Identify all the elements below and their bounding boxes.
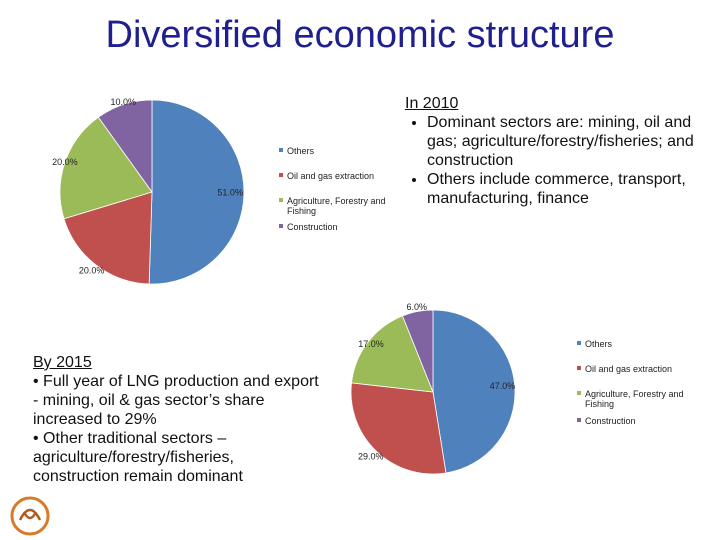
legend-label: Construction xyxy=(287,222,338,232)
legend-label: Agriculture, Forestry and Fishing xyxy=(585,389,684,409)
line: • Full year of LNG production and export… xyxy=(33,373,319,428)
heading: By 2015 xyxy=(33,354,92,371)
legend-label: Oil and gas extraction xyxy=(287,171,375,181)
slide-title: Diversified economic structure xyxy=(105,14,615,56)
legend-label: Others xyxy=(287,146,315,156)
legend-item: Construction xyxy=(577,416,693,426)
legend-item: Oil and gas extraction xyxy=(279,171,395,181)
legend-label: Construction xyxy=(585,416,636,426)
logo xyxy=(10,496,50,536)
pie-slice xyxy=(63,191,153,285)
legend-item: Agriculture, Forestry and Fishing xyxy=(577,389,693,409)
legend-swatch xyxy=(279,224,283,228)
pie-slice xyxy=(402,309,434,393)
legend-swatch xyxy=(279,173,283,177)
line: • Other traditional sectors – agricultur… xyxy=(33,430,243,485)
text-2010: In 2010 Dominant sectors are: mining, oi… xyxy=(405,94,720,208)
bullet: Dominant sectors are: mining, oil and ga… xyxy=(427,113,720,170)
pie-slice xyxy=(59,116,153,220)
legend-item: Agriculture, Forestry and Fishing xyxy=(279,196,395,216)
legend-label: Agriculture, Forestry and Fishing xyxy=(287,196,386,216)
slice-label: 17.0% xyxy=(358,339,384,349)
legend-item: Construction xyxy=(279,222,395,232)
bullet-list: Dominant sectors are: mining, oil and ga… xyxy=(405,113,720,208)
legend-swatch xyxy=(577,418,581,422)
legend-swatch xyxy=(577,391,581,395)
legend-swatch xyxy=(279,198,283,202)
slice-label: 47.0% xyxy=(490,381,516,391)
legend-item: Others xyxy=(279,146,395,156)
slice-label: 51.0% xyxy=(217,188,243,198)
pie-slice xyxy=(148,99,245,285)
legend-item: Oil and gas extraction xyxy=(577,364,693,374)
slice-label: 20.0% xyxy=(79,265,105,275)
text-2015: By 2015 • Full year of LNG production an… xyxy=(33,353,323,486)
pie: 51.0% 20.0% 20.0% 10.0% xyxy=(52,97,245,285)
pie-slice xyxy=(97,99,153,194)
pie-slice xyxy=(432,309,516,474)
pie: 47.0% 29.0% 17.0% 6.0% xyxy=(350,302,516,475)
heading: In 2010 xyxy=(405,95,459,112)
slice-label: 29.0% xyxy=(358,452,384,462)
legend-label: Oil and gas extraction xyxy=(585,364,673,374)
legend-swatch xyxy=(577,341,581,345)
slice-label: 6.0% xyxy=(406,302,427,312)
slice-label: 20.0% xyxy=(52,157,78,167)
pie-slice xyxy=(350,382,447,475)
pie-slice xyxy=(351,315,434,393)
bullet: Others include commerce, transport, manu… xyxy=(427,170,720,208)
slice-label: 10.0% xyxy=(111,97,137,107)
legend-label: Others xyxy=(585,339,613,349)
legend-item: Others xyxy=(577,339,693,349)
legend-swatch xyxy=(577,366,581,370)
legend-swatch xyxy=(279,148,283,152)
